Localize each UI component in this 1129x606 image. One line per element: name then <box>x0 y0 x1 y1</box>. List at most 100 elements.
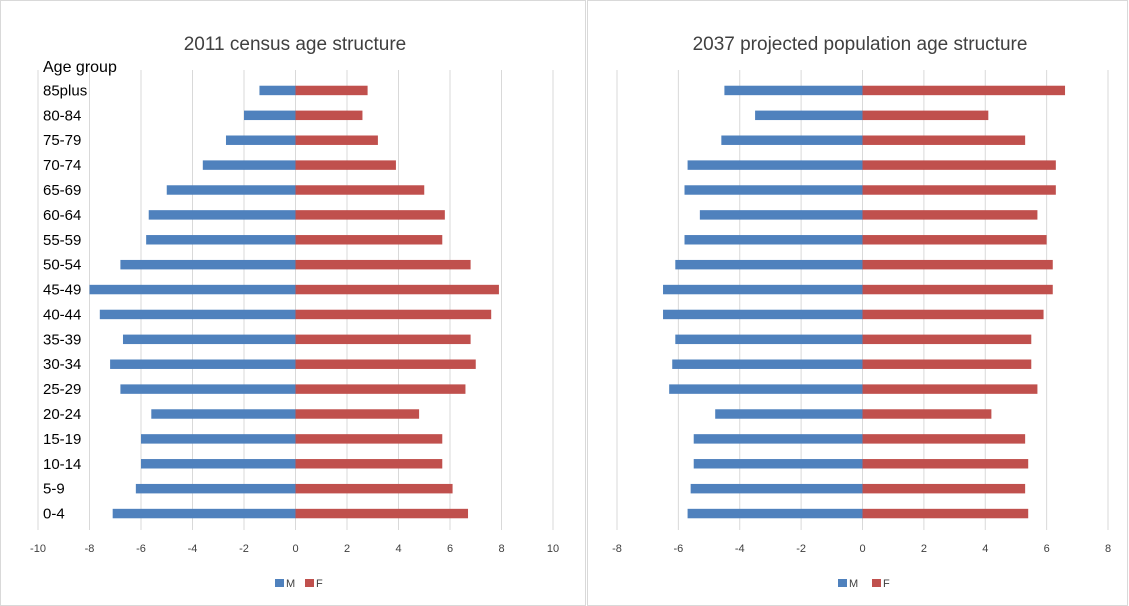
chart2-legend-swatch-m <box>838 579 847 587</box>
chart2-bar-m <box>687 508 863 519</box>
chart1-category-label: 80-84 <box>43 107 81 124</box>
chart1-category-label: 30-34 <box>43 356 81 373</box>
chart1-bar-m <box>141 459 296 469</box>
chart1-bar-m <box>89 284 296 295</box>
chart2-bar-m <box>693 434 863 444</box>
chart2-legend-swatch-f <box>872 579 881 587</box>
chart2-bar-m <box>675 334 863 345</box>
chart2-bar-f <box>862 235 1047 245</box>
chart2-bar-m <box>715 409 863 419</box>
chart1-category-label: 75-79 <box>43 132 81 149</box>
chart2-x-tick-label: 4 <box>982 543 988 555</box>
chart1-bar-f <box>295 508 469 519</box>
chart1-bar-f <box>295 409 420 419</box>
chart1-bar-f <box>295 135 378 145</box>
chart2-x-tick-label: 8 <box>1105 543 1111 555</box>
chart2-bar-m <box>699 210 863 220</box>
chart2-bar-m <box>675 259 863 270</box>
chart1-category-label: 50-54 <box>43 257 81 274</box>
chart2-bar-m <box>687 160 863 170</box>
chart2-bar-m <box>755 110 863 121</box>
chart1-legend-swatch-m <box>275 579 284 587</box>
chart2-bar-f <box>862 210 1038 220</box>
chart1-bar-f <box>295 483 453 494</box>
chart2-bar-f <box>862 309 1044 320</box>
chart1-bar-f <box>295 85 368 96</box>
chart1-bar-f <box>295 459 443 469</box>
chart2-x-tick-labels: -8 -6 -4 -2 0 2 4 6 8 <box>612 543 1111 555</box>
chart1-legend: M F <box>275 578 323 590</box>
chart2-bar-m <box>672 359 863 369</box>
chart2-bar-f <box>862 434 1026 444</box>
chart2-legend-label-m: M <box>849 578 858 590</box>
chart2-bar-m <box>663 284 863 295</box>
chart1-bar-m <box>244 110 296 121</box>
chart1-legend-label-f: F <box>316 578 323 590</box>
chart2-bar-f <box>862 483 1026 494</box>
chart2-bar-m <box>693 459 863 469</box>
chart1-category-label: 35-39 <box>43 331 81 348</box>
chart1-category-label: 5-9 <box>43 481 65 498</box>
chart1-bar-m <box>151 409 296 419</box>
chart2-title: 2037 projected population age structure <box>693 34 1028 55</box>
chart1-category-label: 0-4 <box>43 506 65 523</box>
chart2-bar-f <box>862 185 1056 195</box>
chart1-category-label: 25-29 <box>43 381 81 398</box>
chart2-bar-f <box>862 160 1056 170</box>
chart1-bar-f <box>295 309 492 320</box>
chart2-grid <box>616 70 1109 530</box>
chart2-x-tick-label: 0 <box>859 543 865 555</box>
chart2-x-tick-label: -4 <box>735 543 745 555</box>
chart1-bar-f <box>295 359 476 369</box>
chart1-x-tick-label: -4 <box>188 543 198 555</box>
chart1-bar-m <box>259 85 296 96</box>
chart2-legend: M F <box>838 578 890 590</box>
chart1-bar-m <box>225 135 296 145</box>
chart2-bar-m <box>690 483 863 494</box>
chart1-bar-f <box>295 160 396 170</box>
chart1-legend-label-m: M <box>286 578 295 590</box>
chart1-bar-m <box>112 508 296 519</box>
chart1-bar-m <box>122 334 296 345</box>
chart2-x-tick-label: -8 <box>612 543 622 555</box>
chart2-legend-label-f: F <box>883 578 890 590</box>
chart2-bar-f <box>862 384 1038 394</box>
chart1-category-label: 55-59 <box>43 232 81 249</box>
chart2-bars <box>663 85 1066 519</box>
chart2-bar-f <box>862 359 1032 369</box>
chart2-bar-m <box>684 235 863 245</box>
chart1-bar-f <box>295 110 363 121</box>
chart1-x-tick-label: -6 <box>136 543 146 555</box>
chart2-bar-f <box>862 135 1026 145</box>
chart1-bar-f <box>295 210 445 220</box>
chart2-bar-f <box>862 334 1032 345</box>
chart2-bar-m <box>684 185 863 195</box>
chart1-bar-m <box>110 359 296 369</box>
chart1-bar-m <box>99 309 296 320</box>
chart1-bar-m <box>166 185 296 195</box>
chart2-bar-f <box>862 508 1029 519</box>
chart1-x-tick-label: 0 <box>292 543 298 555</box>
chart1-bar-f <box>295 185 425 195</box>
chart2-x-tick-label: 6 <box>1044 543 1050 555</box>
chart2-bar-f <box>862 110 989 121</box>
chart2-bar-f <box>862 409 992 419</box>
chart1-bar-f <box>295 334 471 345</box>
chart1-category-label: 40-44 <box>43 306 81 323</box>
chart2-x-tick-label: 2 <box>921 543 927 555</box>
chart1-bar-m <box>120 384 296 394</box>
chart1-category-label: 65-69 <box>43 182 81 199</box>
chart1-x-tick-label: -10 <box>30 543 46 555</box>
chart1-x-tick-label: 4 <box>395 543 401 555</box>
chart1-bar-m <box>148 210 296 220</box>
chart1-x-tick-labels: -10 -8 -6 -4 -2 0 2 4 6 8 10 <box>30 543 559 555</box>
chart2-bar-m <box>669 384 863 394</box>
chart1-x-tick-label: 2 <box>344 543 350 555</box>
chart1-legend-swatch-f <box>305 579 314 587</box>
chart1-x-tick-label: 8 <box>498 543 504 555</box>
chart1-bars <box>89 85 499 519</box>
chart1-bar-f <box>295 235 443 245</box>
chart1-bar-f <box>295 284 499 295</box>
chart1-x-tick-label: -8 <box>85 543 95 555</box>
